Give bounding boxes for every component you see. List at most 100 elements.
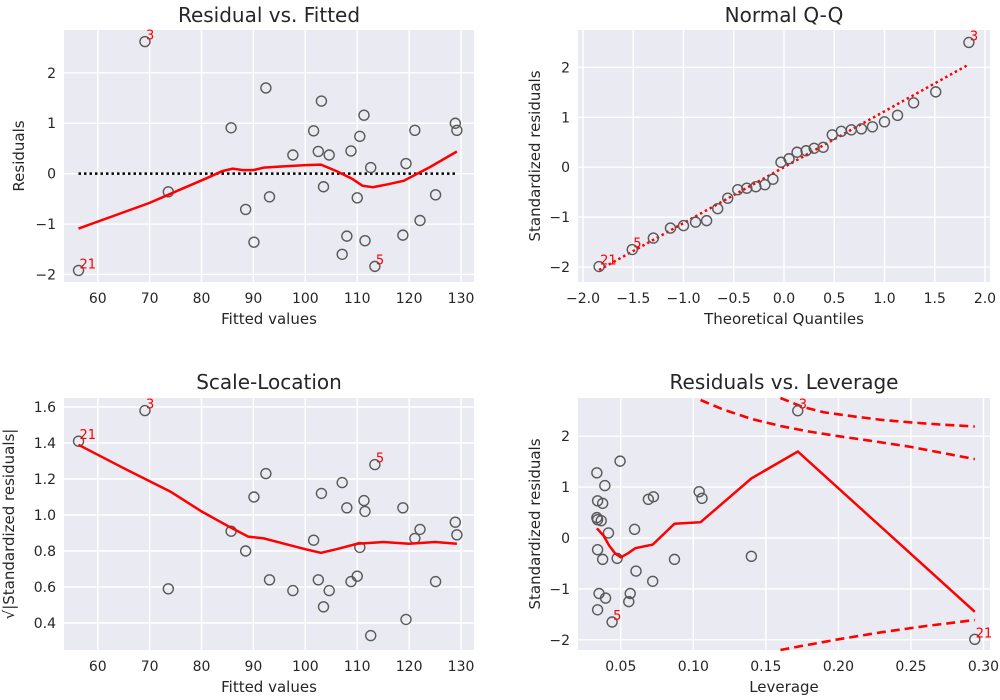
rvl-data-point	[591, 467, 603, 479]
sl-plot-area	[64, 398, 474, 650]
sl-data-point	[451, 529, 463, 541]
qq-data-point	[930, 86, 942, 98]
rvf-data-point	[449, 117, 462, 129]
qq-point-annotation: 21	[600, 254, 617, 269]
qq-x-axis-label: Theoretical Quantiles	[703, 310, 864, 328]
rvl-data-point	[614, 455, 626, 467]
sl-y-tick-label: 0.8	[34, 544, 56, 560]
rvl-x-tick-label: 0.10	[678, 659, 709, 675]
qq-x-tick-label: −1.5	[616, 291, 650, 307]
rvl-x-tick-label: 0.25	[895, 659, 926, 675]
rvf-data-point	[260, 82, 272, 94]
rvf-data-point	[307, 125, 320, 137]
rvf-data-point	[365, 161, 377, 174]
rvf-data-point	[263, 191, 276, 203]
rvl-data-point	[792, 405, 804, 417]
sl-data-point	[287, 584, 299, 597]
rvf-data-point	[359, 234, 371, 247]
rvf-data-point	[354, 130, 366, 143]
rvl-data-point	[969, 633, 981, 646]
rvl-cooks-distance-line	[700, 398, 976, 461]
rvf-data-point	[72, 264, 85, 277]
rvf-data-point	[312, 145, 325, 158]
rvf-data-point	[409, 124, 421, 136]
sl-y-tick-label: 0.4	[34, 616, 56, 632]
rvl-data-point	[596, 553, 609, 566]
rvf-x-axis-label: Fitted values	[221, 310, 317, 328]
rvf-data-point	[358, 109, 370, 121]
sl-data-point	[449, 516, 462, 528]
sl-y-tick-label: 1.4	[34, 436, 56, 452]
qq-title: Normal Q-Q	[725, 3, 844, 27]
sl-data-point	[336, 476, 348, 489]
qq-panel: −2.0 −1.5 −1.0 −0.5 0.0 0.5 1.0 1.5 2.0 −2 −1 0 1 2 No…	[526, 3, 996, 328]
sl-x-tick-label: 110	[344, 659, 371, 675]
sl-x-tick-label: 60	[89, 659, 107, 675]
rvf-data-point	[317, 181, 330, 193]
rvl-data-point	[599, 592, 612, 604]
rvf-data-point	[451, 124, 463, 136]
sl-data-point	[239, 545, 252, 557]
rvl-data-point	[623, 595, 635, 608]
qq-data-point	[689, 216, 702, 228]
rvl-data-point	[628, 523, 641, 536]
rvf-data-point	[351, 192, 363, 204]
rvf-point-annotation: 3	[146, 29, 154, 44]
sl-data-point	[359, 505, 371, 518]
qq-x-tick-label: 1.5	[924, 291, 946, 307]
qq-y-tick-label: 1	[561, 110, 570, 126]
rvf-x-tick-label: 60	[89, 291, 107, 307]
rvl-data-point	[602, 527, 615, 539]
rvl-data-point	[696, 492, 708, 504]
qq-data-point	[963, 36, 975, 49]
rvl-data-point	[647, 575, 659, 587]
rvl-point-annotation: 21	[976, 626, 993, 641]
rvf-x-tick-label: 90	[245, 291, 263, 307]
qq-data-point	[800, 145, 812, 157]
rvf-x-tick-label: 120	[396, 291, 423, 307]
rvf-y-tick-label: 2	[47, 66, 56, 82]
qq-data-point	[878, 116, 891, 128]
qq-data-point	[767, 173, 779, 185]
qq-data-point	[700, 214, 713, 227]
rvl-data-point	[595, 514, 607, 527]
rvf-data-point	[287, 149, 299, 161]
sl-data-point	[369, 458, 381, 471]
sl-x-tick-label: 100	[292, 659, 319, 675]
qq-data-point	[647, 232, 660, 244]
rvf-data-point	[239, 203, 252, 216]
sl-panel: 60 70 80 90 100 110 120 130 0.4 0.6 0.8 1.0 1.2 1.4 1.…	[0, 370, 474, 696]
rvl-plot-area	[578, 398, 990, 650]
sl-data-point	[248, 491, 260, 503]
rvl-x-tick-label: 0.30	[968, 659, 999, 675]
sl-y-axis-label: √|Standardized residuals|	[0, 429, 18, 620]
qq-reference-line	[598, 63, 970, 272]
rvf-lowess-line	[78, 150, 458, 230]
rvf-data-point	[345, 145, 357, 157]
qq-data-point	[783, 153, 795, 165]
rvf-point-annotation: 21	[80, 257, 97, 272]
sl-data-point	[400, 613, 412, 626]
qq-y-axis-label: Standardized residuals	[526, 70, 544, 241]
rvf-point-annotation: 5	[376, 253, 384, 268]
sl-x-tick-label: 80	[193, 659, 211, 675]
rvl-y-tick-label: 2	[561, 429, 570, 445]
rvf-x-tick-label: 80	[193, 291, 211, 307]
qq-point-annotation: 5	[633, 237, 641, 252]
sl-lowess-line	[77, 443, 458, 555]
qq-data-point	[817, 141, 829, 153]
sl-data-point	[317, 601, 330, 613]
rvl-x-tick-label: 0.15	[750, 659, 781, 675]
qq-x-tick-label: 0.5	[823, 291, 845, 307]
rvl-data-point	[668, 553, 681, 566]
rvl-x-tick-label: 0.05	[605, 659, 636, 675]
rvl-data-point	[606, 616, 618, 628]
rvl-data-point	[591, 604, 604, 616]
rvl-y-tick-label: −2	[549, 633, 570, 649]
rvl-x-axis-label: Leverage	[749, 678, 819, 696]
qq-y-tick-label: 0	[561, 160, 570, 176]
sl-x-tick-label: 130	[448, 659, 475, 675]
sl-data-point	[341, 502, 353, 514]
rvf-data-point	[139, 35, 151, 48]
qq-data-point	[722, 192, 734, 204]
